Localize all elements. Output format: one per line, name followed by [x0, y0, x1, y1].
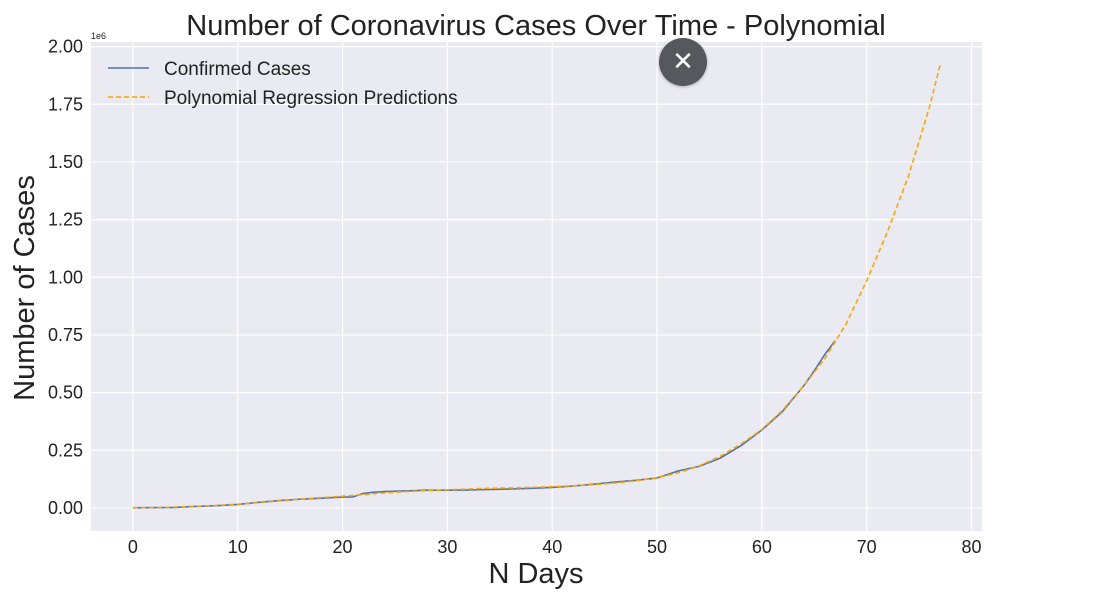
legend-label: Polynomial Regression Predictions	[164, 88, 458, 109]
x-axis-label: N Days	[488, 558, 583, 590]
x-tick-label: 0	[128, 537, 138, 557]
close-button[interactable]: ✕	[659, 38, 707, 86]
plot-area	[91, 42, 982, 531]
x-tick-label: 10	[228, 537, 248, 557]
x-tick-label: 40	[542, 537, 562, 557]
legend: Confirmed Cases Polynomial Regression Pre…	[108, 59, 458, 109]
series-lines	[132, 64, 941, 509]
x-tick-label: 70	[857, 537, 877, 557]
y-tick-label: 2.00	[48, 37, 83, 57]
close-icon: ✕	[672, 47, 694, 77]
series-line-polynomial-regression-predictions	[132, 64, 941, 509]
y-tick-label: 1.75	[48, 94, 83, 114]
x-tick-label: 20	[333, 537, 353, 557]
grid	[91, 42, 982, 531]
x-tick-label: 50	[647, 537, 667, 557]
tick-labels: 0 10 20 30 40 50 60 70 80 0.00 0.25 0.50 0.75 1.00 1.2…	[48, 37, 982, 557]
y-offset-label: 1e6	[91, 31, 106, 41]
y-tick-label: 0.25	[48, 440, 83, 460]
legend-label: Confirmed Cases	[164, 59, 311, 80]
chart-title: Number of Coronavirus Cases Over Time - …	[186, 10, 885, 42]
x-tick-label: 60	[752, 537, 772, 557]
y-tick-label: 0.00	[48, 498, 83, 518]
y-tick-label: 1.25	[48, 210, 83, 230]
y-tick-label: 1.00	[48, 267, 83, 287]
x-tick-label: 30	[437, 537, 457, 557]
y-tick-label: 0.75	[48, 325, 83, 345]
y-tick-label: 1.50	[48, 152, 83, 172]
y-axis-label: Number of Cases	[9, 175, 41, 401]
x-tick-label: 80	[962, 537, 982, 557]
y-tick-label: 0.50	[48, 383, 83, 403]
